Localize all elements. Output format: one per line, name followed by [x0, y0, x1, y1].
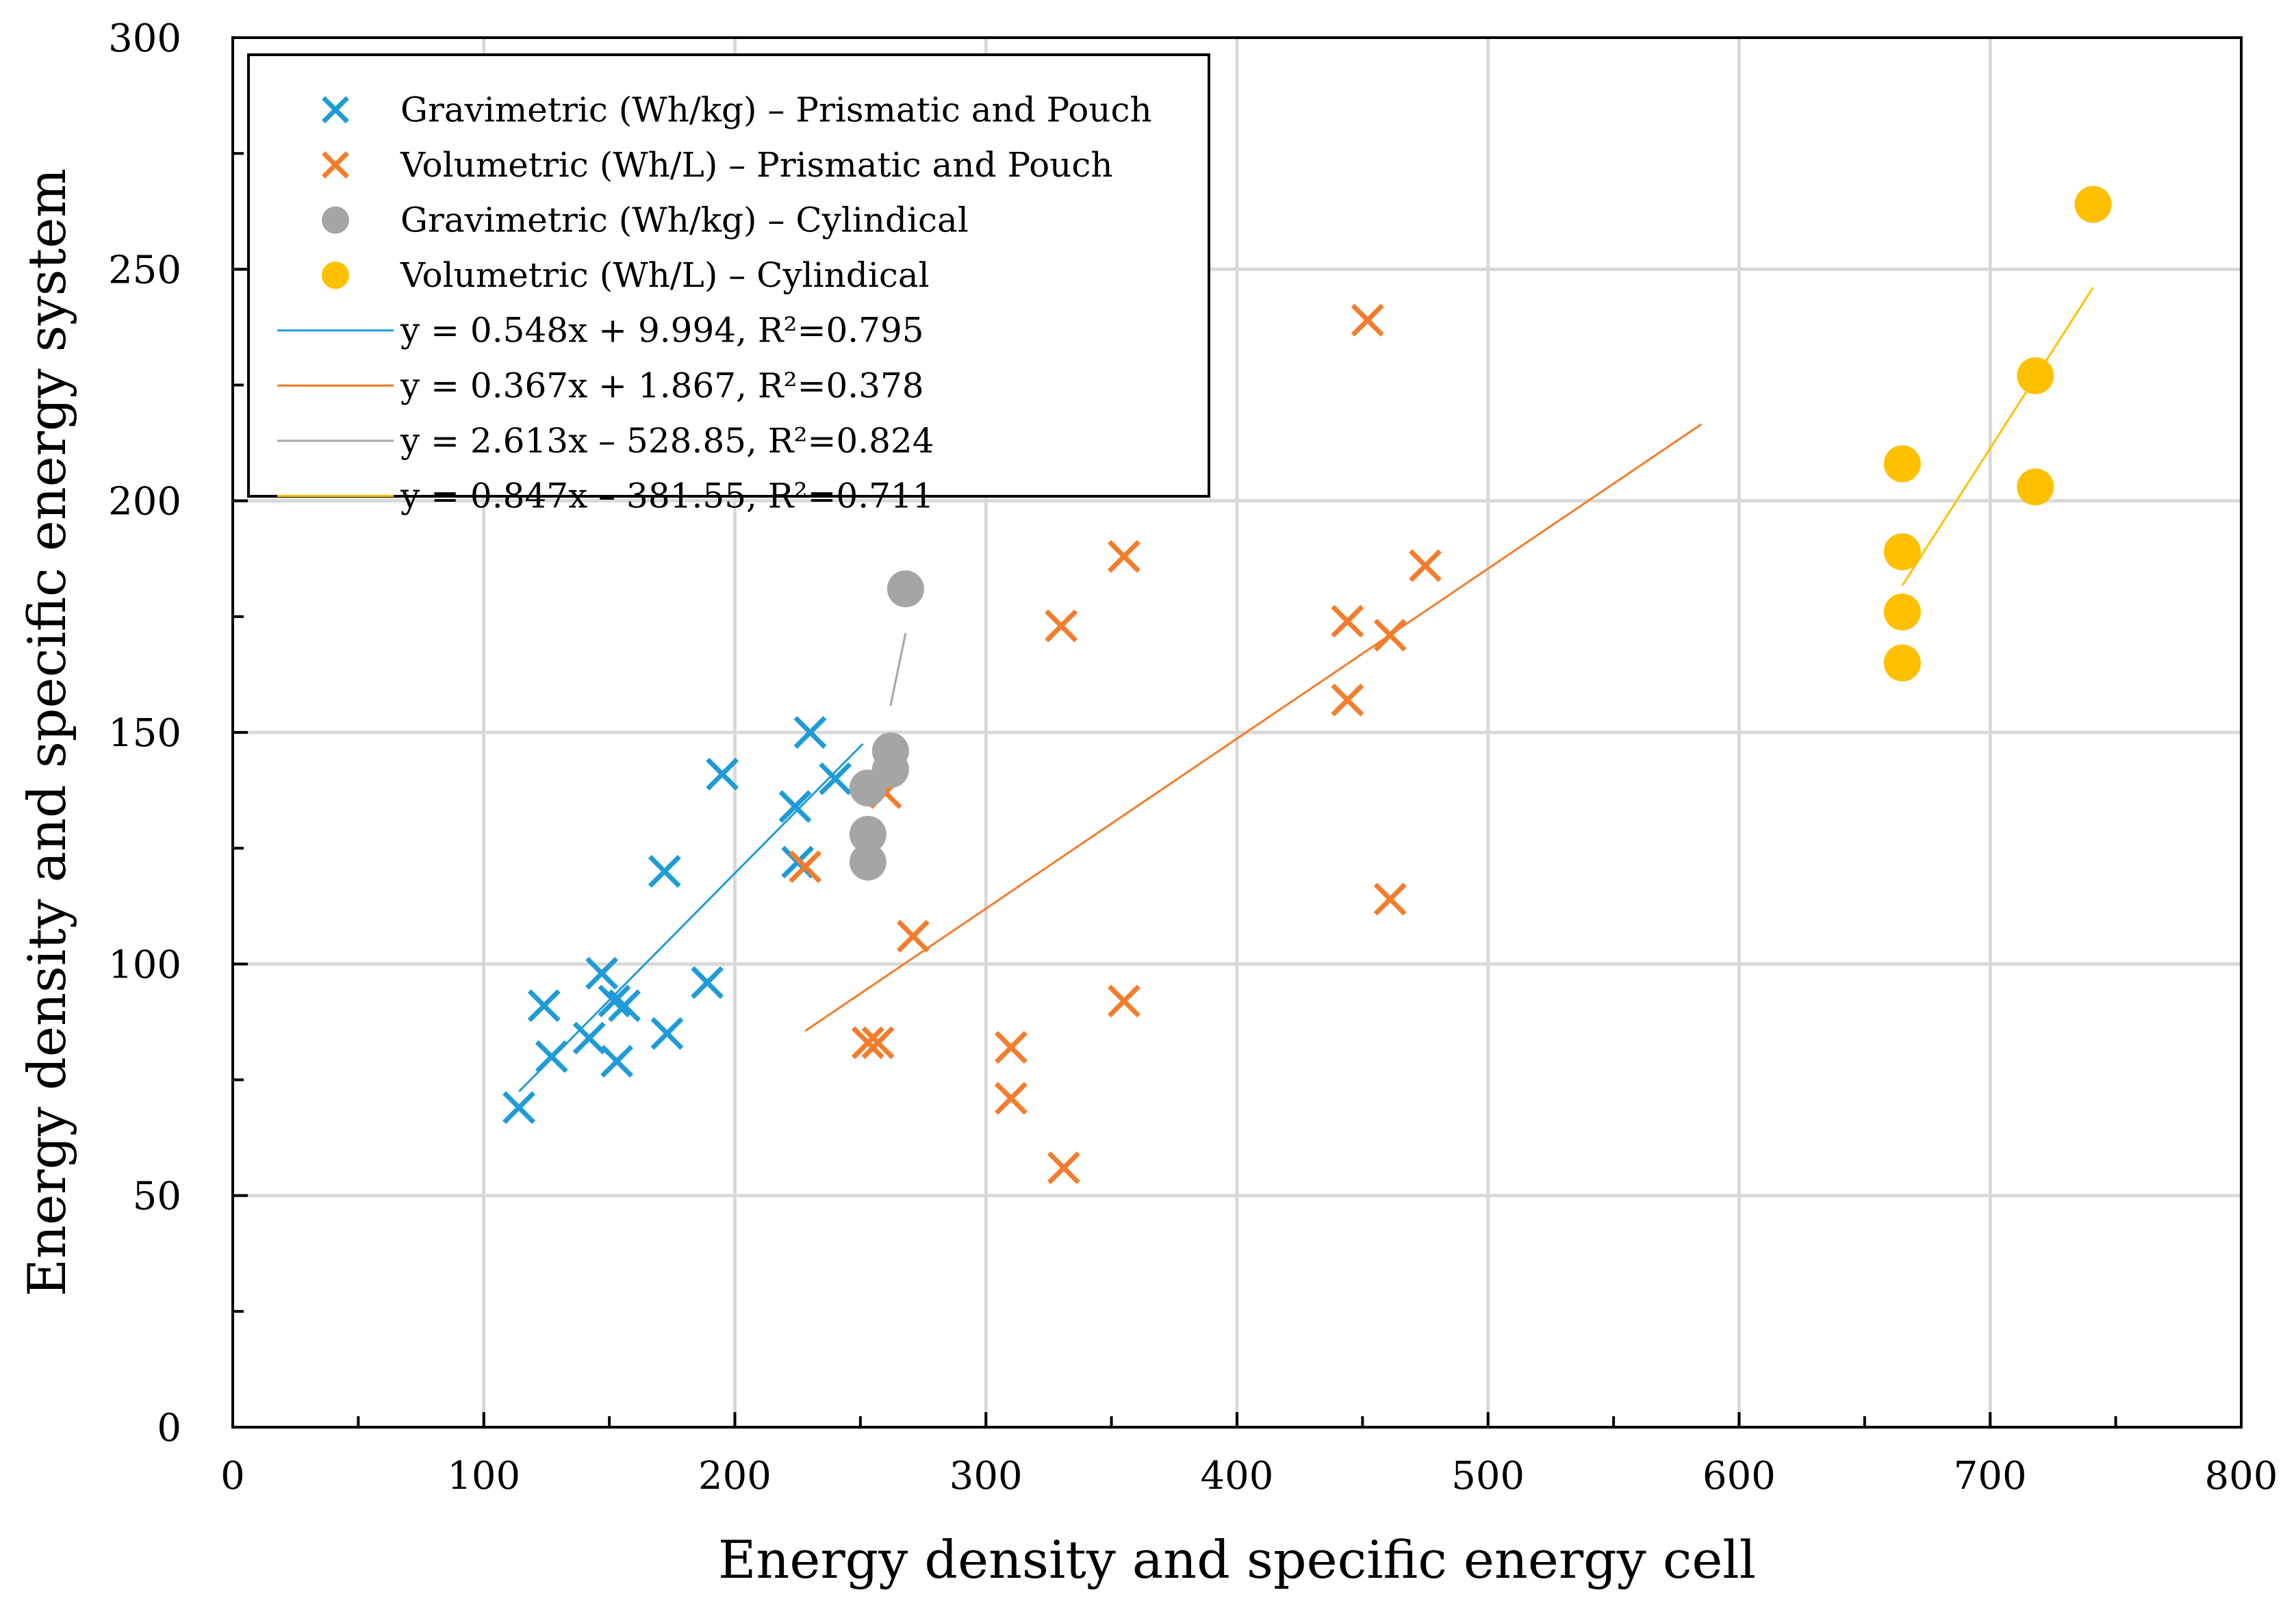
trendline-2	[804, 423, 1702, 1032]
series-4-point	[1883, 644, 1921, 682]
legend-box	[247, 53, 1210, 498]
x-tick-label: 400	[1201, 1454, 1274, 1498]
series-1-point	[527, 989, 561, 1023]
trendline-1	[518, 743, 864, 1092]
series-2-point	[1373, 618, 1407, 652]
series-2-point	[1045, 609, 1078, 643]
series-3-point	[849, 843, 886, 881]
legend-label-6: y = 0.367x + 1.867, R²=0.378	[400, 366, 924, 405]
series-3-point	[849, 815, 886, 853]
legend-label-4: Volumetric (Wh/L) – Cylindical	[400, 255, 930, 295]
series-1-point	[650, 1016, 684, 1050]
series-4-point	[2074, 185, 2112, 223]
series-2-point	[994, 1031, 1028, 1064]
x-tick-label: 0	[220, 1454, 245, 1498]
legend-marker-3	[322, 206, 349, 234]
legend-marker-2	[322, 151, 349, 179]
series-1-point	[600, 1045, 634, 1078]
series-1-point	[598, 984, 631, 1018]
series-2-point	[1047, 1151, 1080, 1185]
x-tick-label: 800	[2205, 1454, 2278, 1498]
x-tick-label: 600	[1702, 1454, 1776, 1498]
y-tick-label: 100	[108, 943, 181, 987]
series-1-point	[691, 966, 724, 999]
series-2-point	[1351, 303, 1384, 337]
legend-label-5: y = 0.548x + 9.994, R²=0.795	[400, 311, 924, 350]
series-1-point	[502, 1091, 536, 1125]
y-tick-label: 50	[133, 1175, 181, 1219]
y-axis-title: Energy density and specific energy syste…	[16, 168, 77, 1296]
series-2-point	[789, 850, 822, 884]
series-4-point	[1883, 533, 1921, 571]
x-tick-label: 700	[1954, 1454, 2027, 1498]
x-tick-label: 500	[1451, 1454, 1525, 1498]
legend-label-3: Gravimetric (Wh/kg) – Cylindical	[400, 201, 969, 240]
legend-marker-1	[322, 96, 349, 124]
series-2-point	[1331, 683, 1364, 717]
legend-label-8: y = 0.847x – 381.55, R²=0.711	[400, 476, 934, 516]
trendline-3	[889, 632, 907, 706]
x-tick-label: 200	[698, 1454, 771, 1498]
series-1-point	[778, 790, 812, 823]
legend-marker-4	[322, 261, 349, 290]
series-1-point	[608, 989, 641, 1023]
series-2-point	[1409, 549, 1442, 583]
y-tick-label: 0	[157, 1406, 181, 1450]
series-2-point	[1373, 882, 1407, 916]
legend-label-7: y = 2.613x – 528.85, R²=0.824	[400, 421, 934, 461]
series-2-point	[851, 1026, 884, 1060]
data-points	[502, 185, 2112, 1185]
series-4-point	[2017, 468, 2054, 506]
trendlines	[518, 287, 2094, 1092]
series-2-point	[1331, 604, 1364, 638]
series-1-point	[648, 855, 681, 888]
legend-label-1: Gravimetric (Wh/kg) – Prismatic and Pouc…	[400, 90, 1152, 129]
legend-label-2: Volumetric (Wh/L) – Prismatic and Pouch	[400, 145, 1113, 185]
x-axis-title: Energy density and specific energy cell	[718, 1529, 1756, 1590]
series-4-point	[1883, 593, 1921, 631]
y-tick-label: 250	[108, 248, 181, 292]
y-tick-label: 300	[108, 16, 181, 61]
series-2-point	[1108, 539, 1140, 573]
series-1-point	[793, 716, 827, 749]
series-2-point	[861, 1026, 895, 1060]
series-4-point	[2017, 357, 2054, 394]
series-1-point	[819, 762, 852, 795]
y-tick-label: 150	[108, 711, 181, 756]
series-2-point	[994, 1082, 1028, 1115]
legend: Gravimetric (Wh/kg) – Prismatic and Pouc…	[247, 53, 1210, 516]
series-4-point	[1883, 445, 1921, 483]
axis-ticks: 0 100 200 300 400 500 600 700 800 0 50 100 150 200 250…	[108, 16, 2278, 1498]
series-2-point	[896, 919, 930, 953]
y-tick-label: 200	[108, 480, 181, 524]
trendline-4	[1901, 287, 2094, 587]
series-1-point	[585, 956, 619, 990]
x-tick-label: 300	[949, 1454, 1023, 1498]
series-1-point	[572, 1021, 606, 1055]
series-3-point	[871, 732, 909, 770]
series-1-point	[535, 1040, 568, 1073]
series-1-point	[706, 757, 739, 791]
series-2-point	[1108, 984, 1140, 1018]
x-tick-label: 100	[447, 1454, 520, 1498]
series-3-point	[886, 570, 924, 608]
